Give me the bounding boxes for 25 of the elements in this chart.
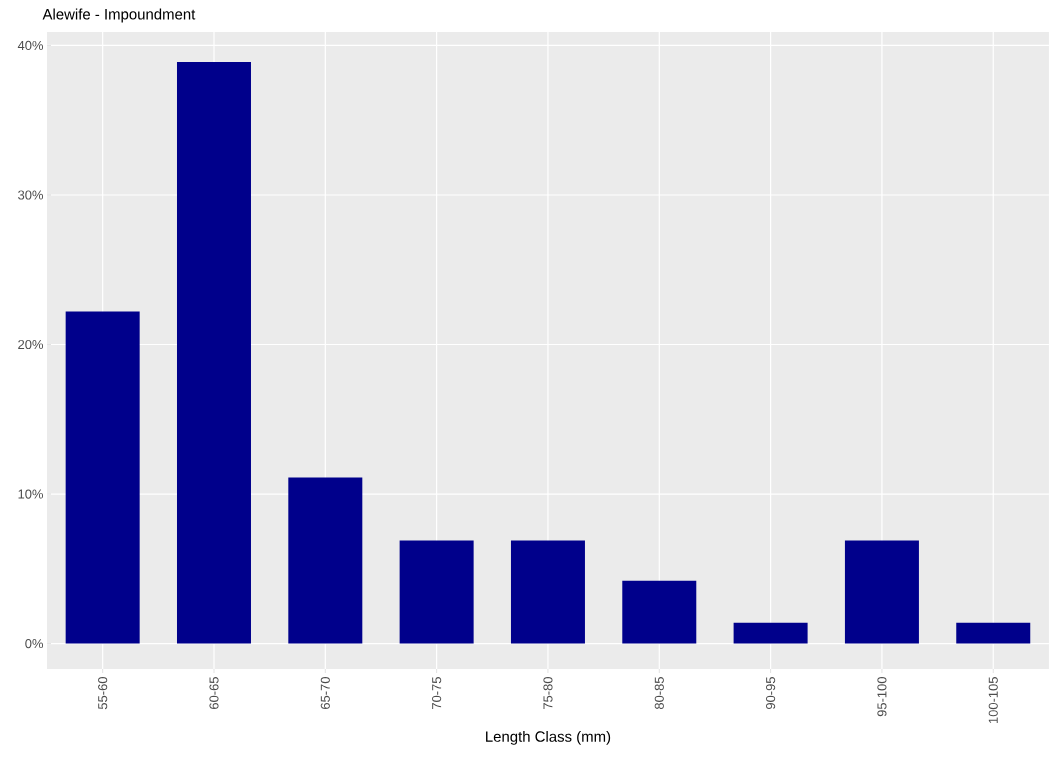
x-tick-label: 100-105 bbox=[988, 677, 998, 724]
bar bbox=[510, 540, 585, 644]
y-tick-label: 20% bbox=[18, 339, 44, 350]
y-tick-label: 10% bbox=[18, 489, 44, 499]
x-tick-label: 75-80 bbox=[543, 677, 553, 709]
bar bbox=[399, 540, 474, 644]
y-tick-label: 0% bbox=[25, 638, 44, 649]
x-tick-label: 65-70 bbox=[320, 677, 330, 709]
bar bbox=[956, 622, 1031, 644]
bar bbox=[844, 540, 919, 644]
bar bbox=[622, 580, 697, 644]
bar bbox=[65, 311, 140, 644]
bar bbox=[733, 622, 808, 644]
bar bbox=[176, 61, 251, 644]
bar bbox=[288, 477, 363, 644]
x-tick-label: 60-65 bbox=[209, 677, 219, 709]
chart-title: Alewife - Impoundment bbox=[42, 8, 196, 23]
x-tick-label: 95-100 bbox=[877, 677, 887, 717]
y-tick-label: 40% bbox=[17, 40, 44, 51]
x-tick-label: 55-60 bbox=[98, 677, 108, 710]
x-axis-title: Length Class (mm) bbox=[486, 730, 611, 745]
x-tick-label: 90-95 bbox=[766, 677, 776, 710]
x-tick-label: 70-75 bbox=[432, 677, 442, 709]
y-tick-label: 30% bbox=[18, 190, 44, 200]
x-tick-label: 80-85 bbox=[654, 677, 664, 710]
